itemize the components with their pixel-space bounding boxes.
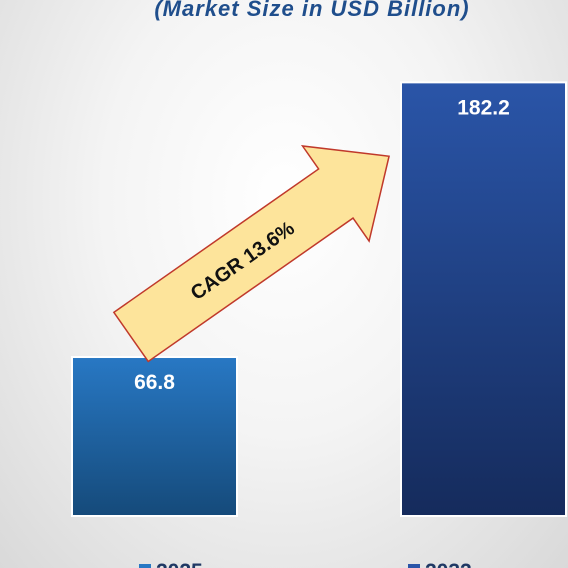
- chart-title: (Market Size in USD Billion): [154, 0, 470, 21]
- legend-swatch-2025: [139, 564, 151, 568]
- bar-2032: [400, 81, 567, 517]
- cagr-arrow-icon: [112, 145, 390, 363]
- bar-2025: [71, 356, 238, 517]
- bar-value-label-2032: 182.2: [457, 96, 510, 119]
- legend: 2025 2032: [139, 560, 472, 568]
- legend-label-2025: 2025: [156, 560, 203, 568]
- legend-swatch-2032: [408, 564, 420, 568]
- legend-label-2032: 2032: [425, 560, 472, 568]
- bar-value-label-2025: 66.8: [134, 371, 175, 394]
- cagr-arrow: CAGR 13.6%: [112, 145, 390, 363]
